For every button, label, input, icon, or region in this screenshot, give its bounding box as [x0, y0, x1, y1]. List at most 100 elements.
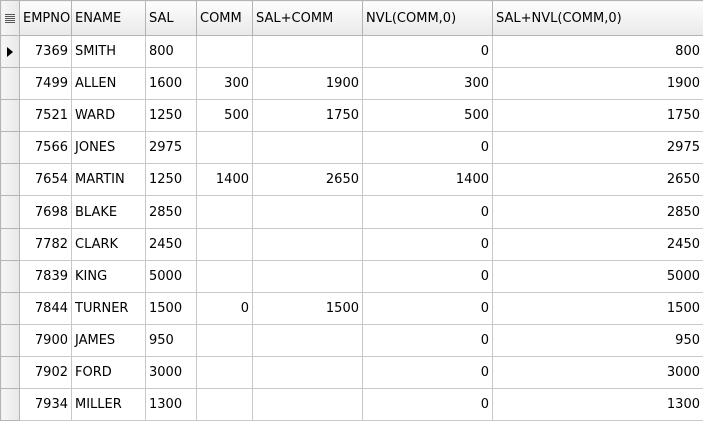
- cell-sal[interactable]: 950: [146, 324, 197, 356]
- cell-ename[interactable]: SMITH: [72, 36, 146, 68]
- cell-empno[interactable]: 7698: [20, 196, 72, 228]
- cell-ename[interactable]: FORD: [72, 356, 146, 388]
- column-header-sal-plus-nvl-comm[interactable]: SAL+NVL(COMM,0): [493, 1, 703, 36]
- row-indicator[interactable]: [1, 68, 20, 100]
- cell-sal-plus-comm[interactable]: [253, 260, 363, 292]
- cell-sal-plus-nvl-comm[interactable]: 800: [493, 36, 703, 68]
- cell-sal-plus-nvl-comm[interactable]: 2450: [493, 228, 703, 260]
- cell-ename[interactable]: MARTIN: [72, 164, 146, 196]
- row-indicator[interactable]: [1, 324, 20, 356]
- cell-nvl-comm[interactable]: 0: [363, 389, 493, 421]
- cell-comm[interactable]: 1400: [197, 164, 253, 196]
- cell-sal-plus-nvl-comm[interactable]: 950: [493, 324, 703, 356]
- row-indicator[interactable]: [1, 100, 20, 132]
- cell-sal[interactable]: 1300: [146, 389, 197, 421]
- row-indicator[interactable]: [1, 260, 20, 292]
- cell-empno[interactable]: 7839: [20, 260, 72, 292]
- cell-sal[interactable]: 1600: [146, 68, 197, 100]
- cell-empno[interactable]: 7934: [20, 389, 72, 421]
- cell-comm[interactable]: [197, 36, 253, 68]
- cell-comm[interactable]: [197, 324, 253, 356]
- cell-ename[interactable]: ALLEN: [72, 68, 146, 100]
- cell-sal-plus-nvl-comm[interactable]: 1750: [493, 100, 703, 132]
- cell-empno[interactable]: 7900: [20, 324, 72, 356]
- column-header-sal[interactable]: SAL: [146, 1, 197, 36]
- cell-nvl-comm[interactable]: 0: [363, 228, 493, 260]
- cell-nvl-comm[interactable]: 300: [363, 68, 493, 100]
- cell-sal-plus-nvl-comm[interactable]: 3000: [493, 356, 703, 388]
- cell-nvl-comm[interactable]: 0: [363, 196, 493, 228]
- row-indicator[interactable]: [1, 228, 20, 260]
- cell-empno[interactable]: 7902: [20, 356, 72, 388]
- row-indicator[interactable]: [1, 196, 20, 228]
- cell-sal-plus-comm[interactable]: [253, 228, 363, 260]
- cell-nvl-comm[interactable]: 0: [363, 356, 493, 388]
- cell-sal-plus-nvl-comm[interactable]: 2650: [493, 164, 703, 196]
- cell-nvl-comm[interactable]: 1400: [363, 164, 493, 196]
- cell-sal-plus-comm[interactable]: [253, 324, 363, 356]
- cell-comm[interactable]: 500: [197, 100, 253, 132]
- cell-comm[interactable]: 0: [197, 292, 253, 324]
- row-indicator[interactable]: [1, 164, 20, 196]
- row-indicator[interactable]: [1, 389, 20, 421]
- row-indicator[interactable]: [1, 36, 20, 68]
- cell-empno[interactable]: 7499: [20, 68, 72, 100]
- cell-comm[interactable]: [197, 356, 253, 388]
- cell-sal-plus-nvl-comm[interactable]: 1300: [493, 389, 703, 421]
- cell-ename[interactable]: BLAKE: [72, 196, 146, 228]
- cell-empno[interactable]: 7844: [20, 292, 72, 324]
- cell-sal-plus-nvl-comm[interactable]: 5000: [493, 260, 703, 292]
- cell-comm[interactable]: 300: [197, 68, 253, 100]
- cell-sal-plus-comm[interactable]: 1750: [253, 100, 363, 132]
- column-header-nvl-comm[interactable]: NVL(COMM,0): [363, 1, 493, 36]
- cell-sal-plus-nvl-comm[interactable]: 1900: [493, 68, 703, 100]
- row-indicator[interactable]: [1, 292, 20, 324]
- cell-comm[interactable]: [197, 228, 253, 260]
- cell-empno[interactable]: 7782: [20, 228, 72, 260]
- cell-ename[interactable]: JAMES: [72, 324, 146, 356]
- cell-ename[interactable]: KING: [72, 260, 146, 292]
- cell-sal-plus-nvl-comm[interactable]: 2975: [493, 132, 703, 164]
- cell-ename[interactable]: CLARK: [72, 228, 146, 260]
- cell-empno[interactable]: 7521: [20, 100, 72, 132]
- cell-ename[interactable]: TURNER: [72, 292, 146, 324]
- grid-corner-button[interactable]: [1, 1, 20, 36]
- column-header-sal-plus-comm[interactable]: SAL+COMM: [253, 1, 363, 36]
- cell-nvl-comm[interactable]: 0: [363, 260, 493, 292]
- cell-ename[interactable]: JONES: [72, 132, 146, 164]
- column-header-comm[interactable]: COMM: [197, 1, 253, 36]
- cell-empno[interactable]: 7654: [20, 164, 72, 196]
- cell-sal-plus-comm[interactable]: [253, 36, 363, 68]
- cell-sal-plus-comm[interactable]: 1900: [253, 68, 363, 100]
- cell-sal-plus-nvl-comm[interactable]: 2850: [493, 196, 703, 228]
- cell-nvl-comm[interactable]: 0: [363, 132, 493, 164]
- row-indicator[interactable]: [1, 132, 20, 164]
- cell-sal-plus-comm[interactable]: [253, 132, 363, 164]
- cell-sal[interactable]: 2450: [146, 228, 197, 260]
- cell-sal[interactable]: 3000: [146, 356, 197, 388]
- cell-empno[interactable]: 7369: [20, 36, 72, 68]
- row-indicator[interactable]: [1, 356, 20, 388]
- cell-sal-plus-comm[interactable]: 2650: [253, 164, 363, 196]
- cell-sal-plus-comm[interactable]: [253, 356, 363, 388]
- cell-comm[interactable]: [197, 132, 253, 164]
- cell-sal-plus-comm[interactable]: 1500: [253, 292, 363, 324]
- cell-ename[interactable]: WARD: [72, 100, 146, 132]
- cell-comm[interactable]: [197, 196, 253, 228]
- cell-sal[interactable]: 800: [146, 36, 197, 68]
- column-header-empno[interactable]: EMPNO: [20, 1, 72, 36]
- cell-sal-plus-comm[interactable]: [253, 389, 363, 421]
- cell-comm[interactable]: [197, 389, 253, 421]
- cell-sal-plus-nvl-comm[interactable]: 1500: [493, 292, 703, 324]
